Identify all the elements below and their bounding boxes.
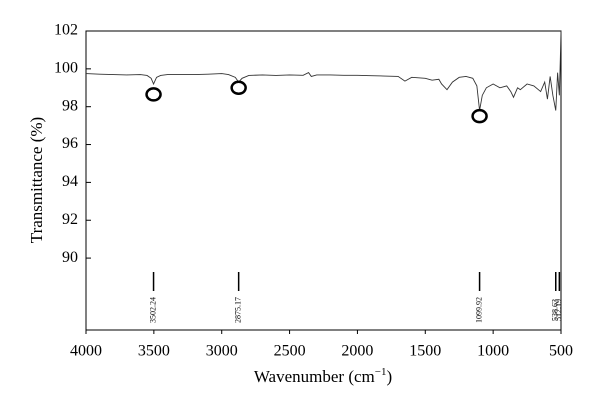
peak-circle: [145, 87, 162, 102]
peak-label: 2875.17: [233, 297, 242, 323]
peak-circle: [471, 108, 488, 124]
plot-frame: [85, 30, 562, 331]
x-tick-label: 3500: [138, 343, 170, 360]
x-tick-label: 1500: [409, 343, 441, 360]
y-tick-label: 92: [62, 211, 78, 228]
peak-circle: [230, 80, 247, 96]
peak-label: 1099.92: [474, 297, 483, 323]
y-tick-label: 94: [62, 173, 78, 190]
peak-label: 3502.24: [148, 297, 157, 323]
x-tick-label: 500: [549, 343, 573, 360]
y-tick-label: 102: [54, 22, 78, 39]
y-tick-label: 90: [62, 249, 78, 266]
x-tick-label: 2000: [341, 343, 373, 360]
x-axis-title-main: Wavenumber (cm: [254, 367, 375, 386]
x-tick-label: 2500: [274, 343, 306, 360]
y-tick-label: 100: [54, 60, 78, 77]
y-tick-label: 96: [62, 135, 78, 152]
spectrum-line: [85, 30, 562, 111]
x-tick-label: 3000: [206, 343, 238, 360]
y-axis-title: Transmittance (%): [27, 117, 46, 243]
x-tick-label: 1000: [477, 343, 509, 360]
peak-label: 538.63: [551, 299, 560, 321]
x-axis-title-sup: −1: [375, 366, 387, 378]
peak-label: 512.19: [554, 299, 563, 321]
x-tick-label: 4000: [70, 343, 102, 360]
x-axis-title: Wavenumber (cm−1): [254, 366, 392, 386]
x-axis-title-end: ): [386, 367, 392, 386]
y-tick-label: 98: [62, 97, 78, 114]
